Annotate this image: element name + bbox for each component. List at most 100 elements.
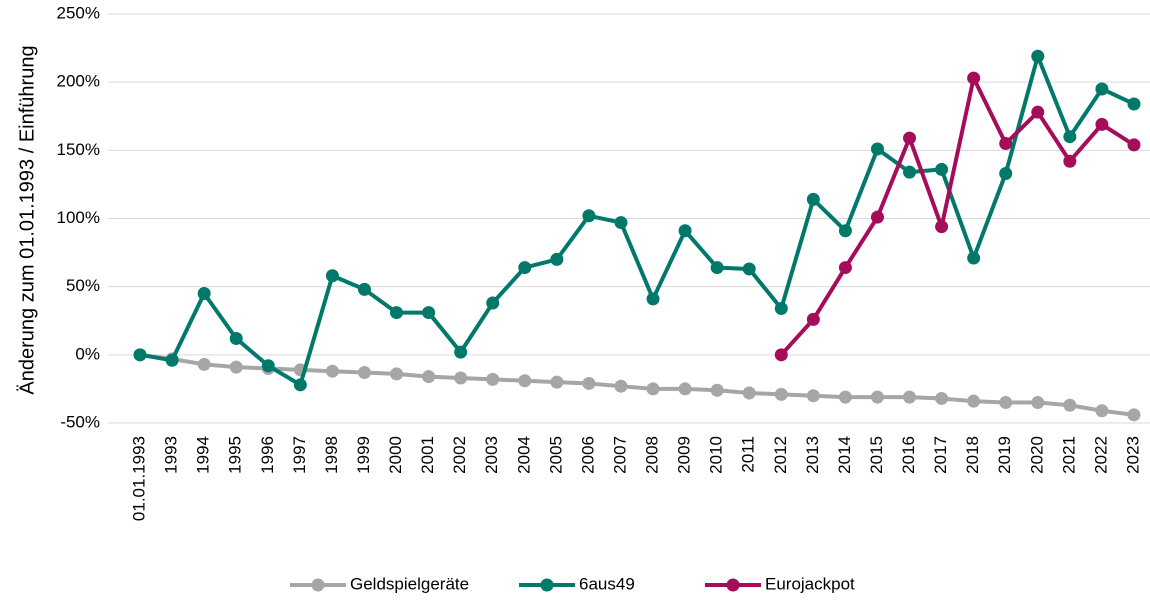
legend-item: 6aus49 [519, 574, 635, 593]
data-point [646, 292, 660, 306]
data-point [646, 382, 660, 396]
x-tick-label: 2012 [771, 436, 790, 474]
data-point [1095, 82, 1109, 96]
data-point [999, 396, 1013, 410]
data-point [870, 142, 884, 156]
data-point [967, 251, 981, 265]
legend-marker [311, 578, 325, 592]
x-tick-label: 2023 [1123, 436, 1142, 474]
data-point [550, 252, 564, 266]
x-tick-label: 2008 [643, 436, 662, 474]
x-tick-label: 2006 [578, 436, 597, 474]
x-tick-label: 01.01.1993 [130, 436, 149, 521]
data-point [1031, 105, 1045, 119]
data-point [614, 379, 628, 393]
data-point [967, 394, 981, 408]
data-point [582, 376, 596, 390]
data-point [903, 165, 917, 179]
data-point [1127, 408, 1141, 422]
x-tick-label: 1995 [226, 436, 245, 474]
data-point [838, 261, 852, 275]
x-tick-label: 1999 [354, 436, 373, 474]
data-point [1063, 398, 1077, 412]
data-point [582, 209, 596, 223]
data-point [357, 282, 371, 296]
data-point [390, 367, 404, 381]
x-tick-label: 2002 [450, 436, 469, 474]
data-point [742, 262, 756, 276]
data-point [935, 391, 949, 405]
data-point [614, 216, 628, 230]
x-tick-label: 1993 [162, 436, 181, 474]
data-point [1127, 138, 1141, 152]
data-point [325, 364, 339, 378]
data-point [1127, 97, 1141, 111]
y-tick-label: 150% [57, 140, 100, 159]
y-tick-label: 200% [57, 72, 100, 91]
x-tick-label: 2018 [963, 436, 982, 474]
legend-item: Eurojackpot [705, 574, 855, 593]
data-point [710, 261, 724, 275]
x-tick-label: 2009 [675, 436, 694, 474]
x-tick-label: 2016 [899, 436, 918, 474]
y-tick-label: 0% [75, 344, 100, 363]
x-tick-label: 1994 [194, 436, 213, 474]
data-point [838, 390, 852, 404]
data-point [774, 301, 788, 315]
data-point [422, 306, 436, 320]
data-point [967, 71, 981, 85]
data-point [838, 224, 852, 238]
data-point [710, 383, 724, 397]
legend-label: Geldspielgeräte [350, 574, 469, 593]
data-point [1063, 154, 1077, 168]
data-point [422, 370, 436, 384]
x-tick-label: 2017 [931, 436, 950, 474]
data-point [197, 357, 211, 371]
x-tick-label: 2010 [707, 436, 726, 474]
x-tick-label: 2003 [482, 436, 501, 474]
data-point [903, 131, 917, 145]
x-tick-label: 2019 [995, 436, 1014, 474]
data-point [678, 382, 692, 396]
data-point [229, 360, 243, 374]
x-tick-label: 2013 [803, 436, 822, 474]
data-point [935, 220, 949, 234]
y-tick-label: 50% [66, 276, 100, 295]
data-point [357, 366, 371, 380]
legend-label: 6aus49 [579, 574, 635, 593]
data-point [806, 192, 820, 206]
x-tick-label: 1998 [322, 436, 341, 474]
data-point [999, 137, 1013, 151]
data-point [293, 378, 307, 392]
data-point [1095, 117, 1109, 131]
series-line [779, 76, 1136, 357]
data-point [774, 348, 788, 362]
data-point [806, 389, 820, 403]
data-point [518, 261, 532, 275]
x-tick-label: 2007 [610, 436, 629, 474]
data-point [454, 345, 468, 359]
data-point [133, 348, 147, 362]
data-point [261, 359, 275, 373]
legend-marker [540, 578, 554, 592]
data-point [774, 387, 788, 401]
data-point [486, 296, 500, 310]
x-tick-label: 2000 [386, 436, 405, 474]
data-point [197, 286, 211, 300]
data-point [550, 375, 564, 389]
data-point [1063, 130, 1077, 144]
y-tick-label: -50% [60, 412, 100, 431]
data-point [486, 372, 500, 386]
x-tick-label: 2001 [418, 436, 437, 474]
data-point [325, 269, 339, 283]
data-point [742, 386, 756, 400]
legend-item: Geldspielgeräte [290, 574, 469, 593]
data-point [935, 162, 949, 176]
x-tick-label: 2021 [1059, 436, 1078, 474]
x-tick-label: 2022 [1091, 436, 1110, 474]
data-point [870, 210, 884, 224]
data-point [1095, 404, 1109, 418]
y-tick-label: 100% [57, 208, 100, 227]
series-line [139, 352, 1135, 417]
